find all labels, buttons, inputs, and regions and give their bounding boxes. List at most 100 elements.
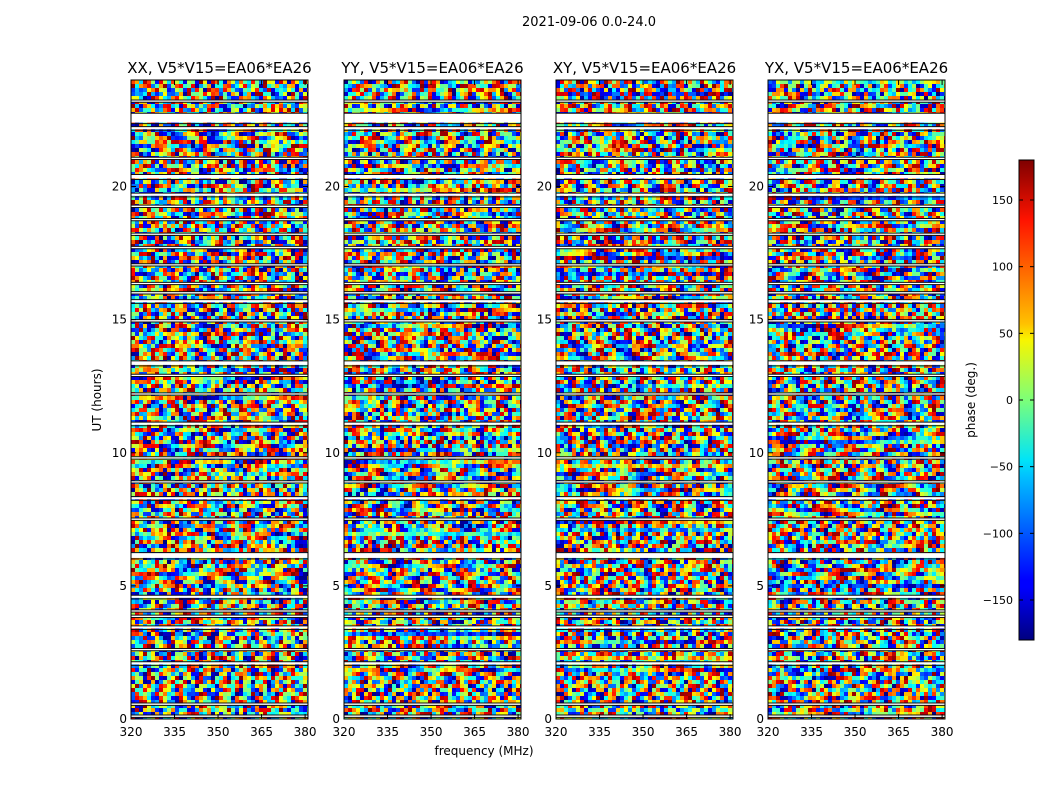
phase-cell [131, 448, 135, 452]
phase-cell [275, 284, 279, 288]
phase-cell [139, 440, 143, 444]
phase-cell [291, 388, 295, 392]
phase-cell [291, 104, 295, 108]
phase-cell [179, 508, 183, 512]
phase-cell [231, 276, 235, 280]
phase-cell [151, 412, 155, 416]
phase-cell [279, 296, 283, 300]
phase-cell [251, 356, 255, 360]
phase-cell [283, 324, 287, 328]
phase-cell [171, 304, 175, 308]
phase-cell [167, 452, 171, 456]
phase-cell [263, 184, 267, 188]
phase-cell [255, 336, 259, 340]
phase-cell [159, 332, 163, 336]
phase-cell [275, 520, 279, 524]
phase-cell [155, 348, 159, 352]
phase-cell [207, 140, 211, 144]
phase-cell [191, 164, 195, 168]
phase-cell [291, 464, 295, 468]
phase-cell [251, 312, 255, 316]
phase-cell [199, 352, 203, 356]
phase-cell [295, 396, 299, 400]
phase-cell [287, 336, 291, 340]
phase-cell [279, 500, 283, 504]
phase-cell [195, 408, 199, 412]
phase-cell [203, 132, 207, 136]
phase-cell [259, 352, 263, 356]
phase-cell [151, 476, 155, 480]
phase-cell [151, 316, 155, 320]
phase-cell [191, 208, 195, 212]
phase-cell [155, 84, 159, 88]
figure-title: 2021-09-06 0.0-24.0 [522, 15, 656, 30]
phase-cell [271, 160, 275, 164]
phase-cell [211, 288, 215, 292]
phase-cell [171, 136, 175, 140]
phase-cell [207, 396, 211, 400]
phase-cell [287, 348, 291, 352]
phase-cell [175, 224, 179, 228]
phase-cell [139, 472, 143, 476]
phase-cell [247, 296, 251, 300]
phase-cell [267, 272, 271, 276]
phase-cell [239, 152, 243, 156]
phase-cell [271, 488, 275, 492]
phase-cell [171, 444, 175, 448]
phase-cell [279, 468, 283, 472]
phase-cell [211, 448, 215, 452]
phase-cell [195, 368, 199, 372]
phase-cell [163, 196, 167, 200]
phase-cell [167, 224, 171, 228]
phase-cell [231, 304, 235, 308]
phase-cell [299, 228, 303, 232]
phase-cell [287, 276, 291, 280]
phase-cell [243, 408, 247, 412]
phase-cell [235, 272, 239, 276]
phase-cell [199, 236, 203, 240]
phase-cell [211, 152, 215, 156]
phase-cell [215, 252, 219, 256]
phase-cell [131, 200, 135, 204]
phase-cell [275, 324, 279, 328]
phase-cell [139, 208, 143, 212]
phase-cell [159, 324, 163, 328]
phase-cell [155, 508, 159, 512]
phase-cell [287, 312, 291, 316]
phase-cell [243, 284, 247, 288]
phase-cell [203, 308, 207, 312]
phase-cell [291, 96, 295, 100]
phase-cell [295, 296, 299, 300]
phase-cell [287, 508, 291, 512]
phase-cell [215, 472, 219, 476]
phase-cell [211, 124, 215, 128]
phase-cell [227, 236, 231, 240]
phase-cell [219, 272, 223, 276]
phase-cell [259, 448, 263, 452]
phase-cell [247, 356, 251, 360]
phase-cell [259, 148, 263, 152]
phase-cell [251, 368, 255, 372]
phase-cell [275, 308, 279, 312]
phase-cell [295, 460, 299, 464]
phase-cell [199, 512, 203, 516]
phase-cell [155, 436, 159, 440]
phase-cell [275, 288, 279, 292]
phase-cell [155, 464, 159, 468]
phase-cell [299, 188, 303, 192]
phase-cell [159, 368, 163, 372]
phase-cell [195, 212, 199, 216]
phase-cell [207, 328, 211, 332]
phase-cell [163, 136, 167, 140]
phase-cell [183, 260, 187, 264]
phase-cell [155, 368, 159, 372]
phase-cell [267, 396, 271, 400]
phase-cell [275, 316, 279, 320]
phase-cell [303, 268, 307, 272]
phase-cell [219, 144, 223, 148]
phase-cell [155, 272, 159, 276]
phase-cell [251, 332, 255, 336]
phase-cell [171, 96, 175, 100]
phase-cell [211, 252, 215, 256]
phase-cell [231, 224, 235, 228]
